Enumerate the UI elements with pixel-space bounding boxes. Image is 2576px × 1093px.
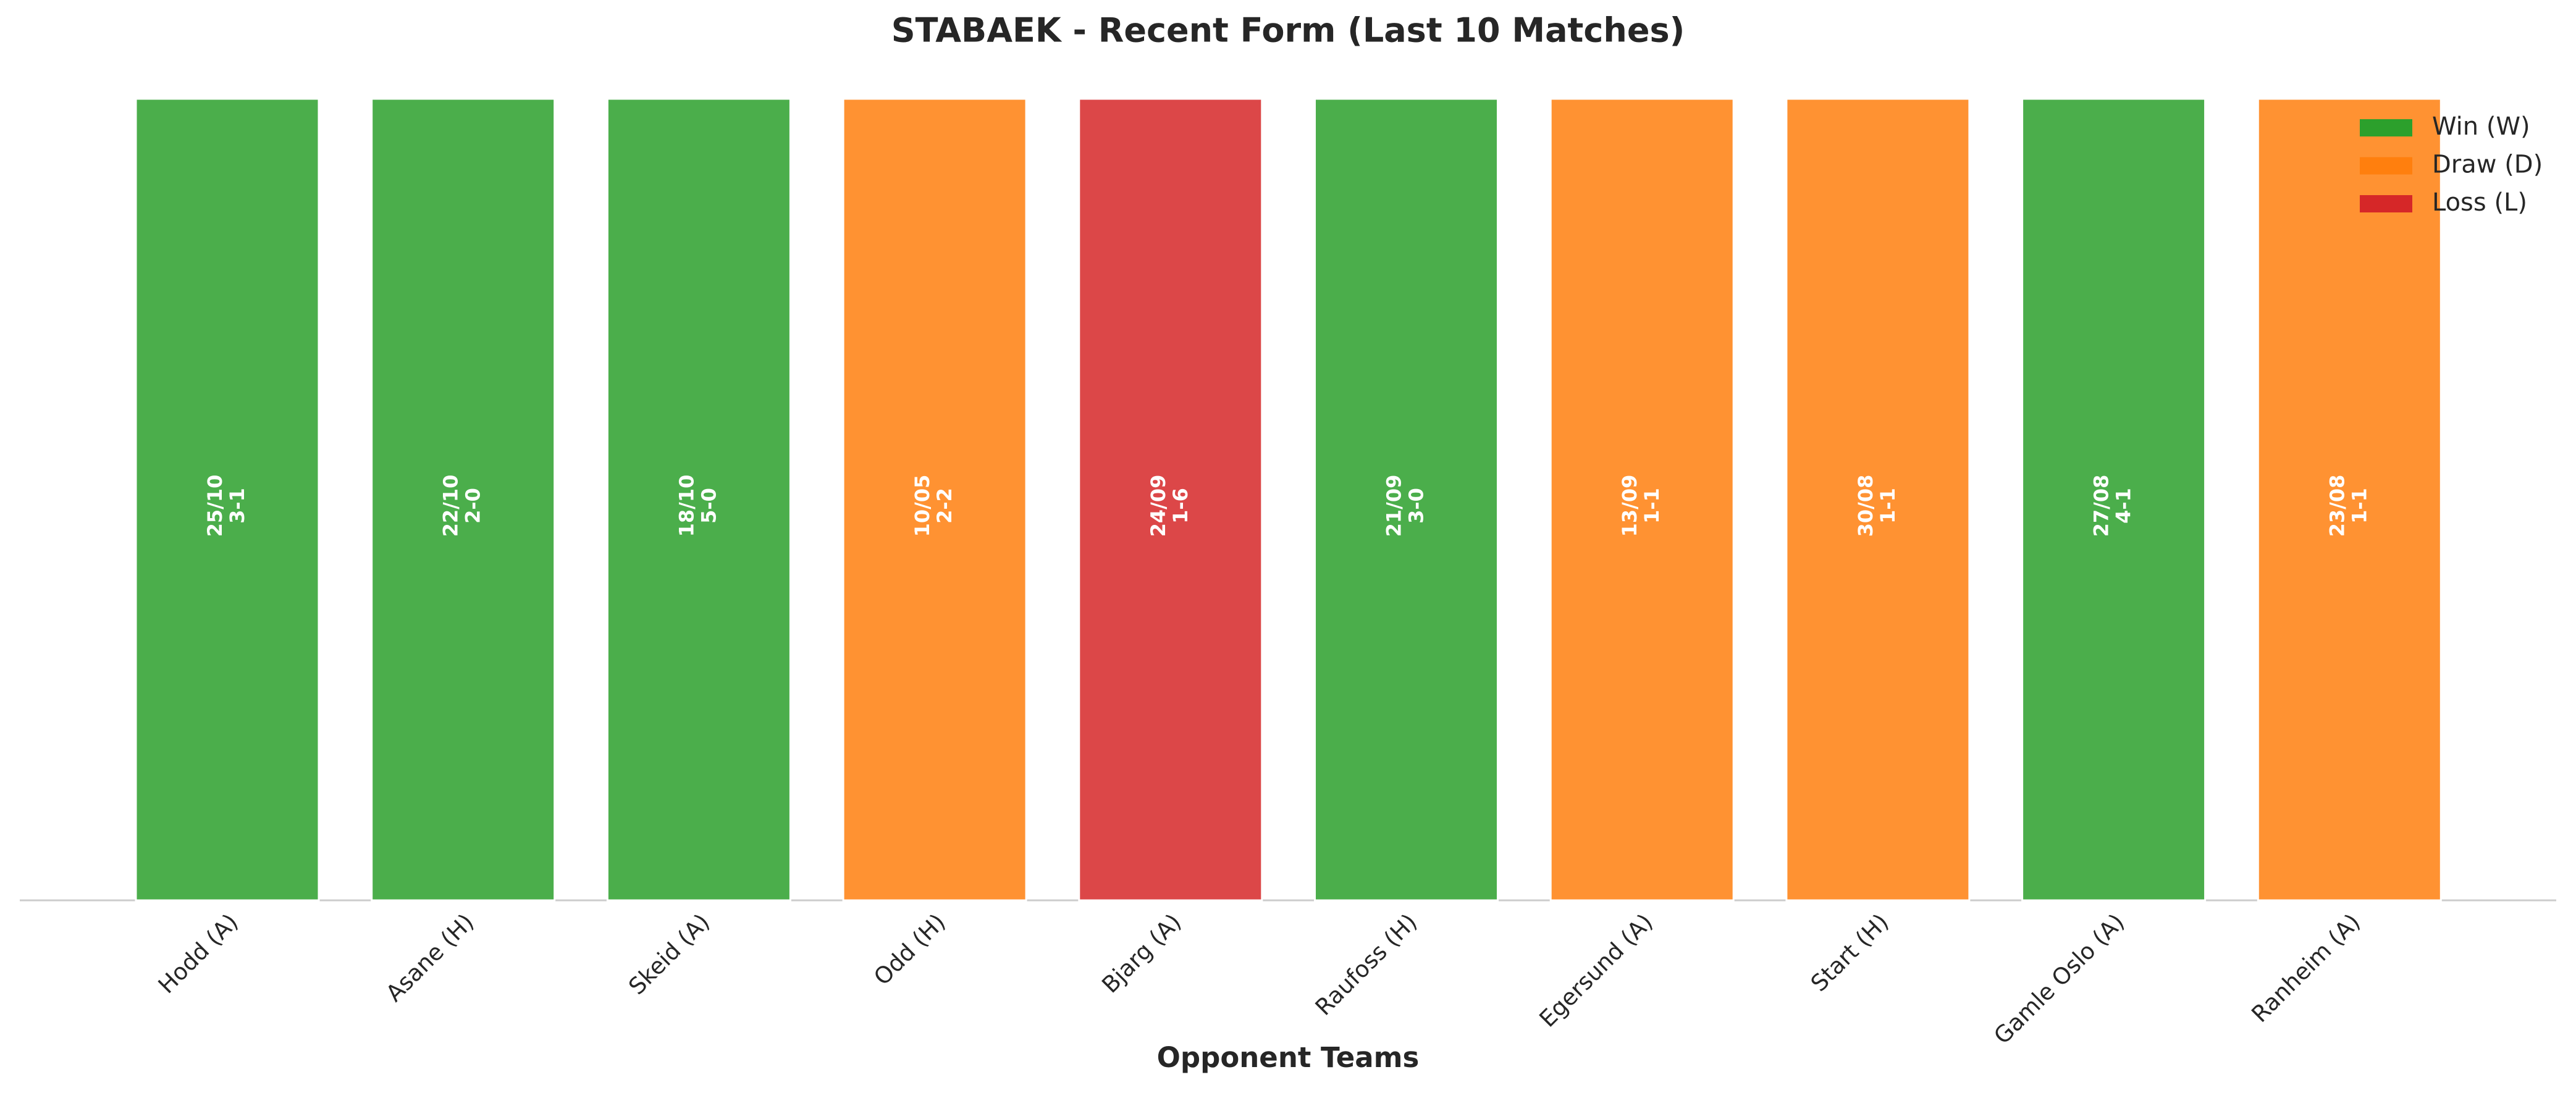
bar-date-label: 10/05 — [911, 475, 934, 537]
bar — [2257, 98, 2442, 902]
bar-date-label: 22/10 — [439, 475, 463, 537]
legend-label: Win (W) — [2432, 112, 2530, 141]
bar-date-label: 25/10 — [203, 475, 227, 537]
bar-date-label: 30/08 — [1854, 475, 1877, 537]
x-tick-label: Asane (H) — [381, 908, 479, 1007]
bar-date-label: 27/08 — [2090, 475, 2113, 537]
bar-date-label: 18/10 — [675, 475, 698, 537]
bar — [1078, 98, 1263, 902]
bar-date-label: 23/08 — [2325, 475, 2349, 537]
bar-date-label: 24/09 — [1147, 475, 1170, 537]
bar-score-label: 1-6 — [1169, 488, 1192, 524]
bar-score-label: 1-1 — [1876, 488, 1900, 524]
bar — [135, 98, 320, 902]
x-tick-label: Start (H) — [1806, 908, 1894, 997]
x-tick-label: Gamle Oslo (A) — [1989, 908, 2129, 1049]
x-tick-label: Ranheim (A) — [2246, 908, 2365, 1028]
legend-swatch — [2360, 119, 2412, 136]
bar-score-label: 2-2 — [933, 488, 956, 524]
bar — [1549, 98, 1735, 902]
x-tick-label: Bjarg (A) — [1096, 908, 1186, 998]
bar-score-label: 1-1 — [1640, 488, 1664, 524]
bar — [2021, 98, 2207, 902]
x-tick-label: Skeid (A) — [623, 908, 715, 1000]
bar — [1314, 98, 1499, 902]
bar-score-label: 1-1 — [2347, 488, 2371, 524]
chart-title: STABAEK - Recent Form (Last 10 Matches) — [891, 11, 1685, 50]
x-tick-label: Odd (H) — [869, 908, 951, 990]
bar — [606, 98, 791, 902]
bar — [371, 98, 556, 902]
bar — [842, 98, 1027, 902]
legend-label: Loss (L) — [2432, 188, 2527, 217]
x-axis-label: Opponent Teams — [1157, 1041, 1420, 1074]
bar-score-label: 4-1 — [2112, 488, 2136, 524]
legend-swatch — [2360, 195, 2412, 212]
bar-date-label: 13/09 — [1618, 475, 1641, 537]
x-tick-label: Hodd (A) — [153, 908, 243, 999]
bar-score-label: 2-0 — [461, 488, 485, 524]
bar-score-label: 5-0 — [697, 488, 720, 524]
bar — [1785, 98, 1971, 902]
bar-score-label: 3-0 — [1405, 488, 1428, 524]
x-tick-label: Egersund (A) — [1534, 908, 1658, 1032]
legend-swatch — [2360, 157, 2412, 175]
legend-label: Draw (D) — [2432, 151, 2543, 179]
bar-date-label: 21/09 — [1383, 475, 1406, 537]
bar-score-label: 3-1 — [225, 488, 249, 524]
x-tick-label: Raufoss (H) — [1310, 908, 1423, 1021]
